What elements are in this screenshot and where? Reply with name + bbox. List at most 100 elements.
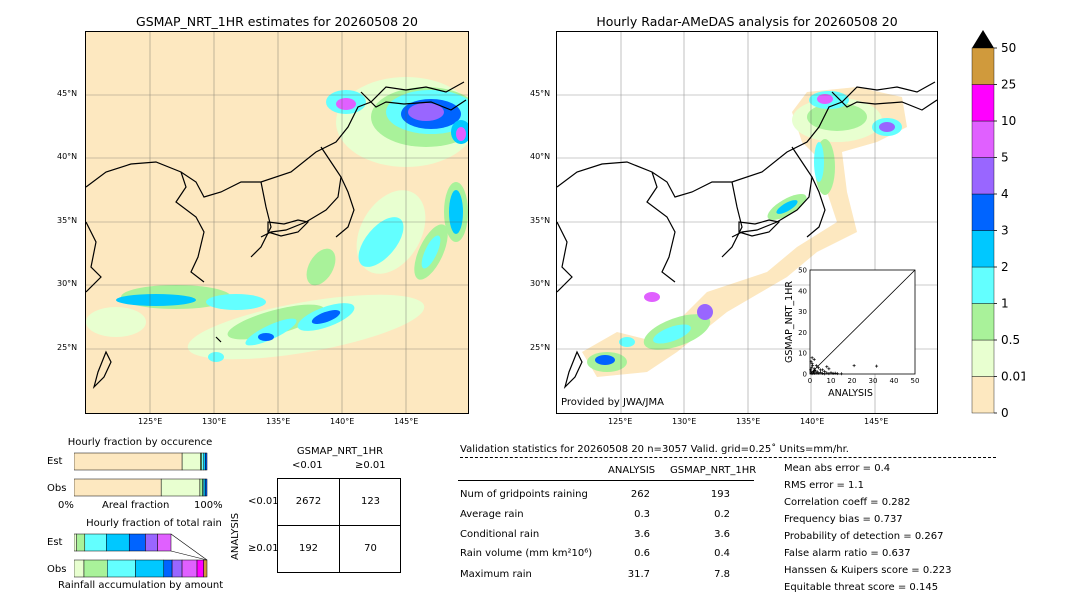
colorbar-tick-label: 4 [1001,187,1009,201]
colorbar-segment [971,376,995,414]
rainamount-connector [170,533,208,561]
scatter-point [825,365,829,369]
scatter-point [835,372,839,376]
scatter-ytick: 40 [798,287,807,295]
scatter-point [814,364,818,368]
score-line: Frequency bias = 0.737 [784,514,903,525]
validation-col-rule [458,480,754,481]
scatter-xtick: 20 [848,377,857,385]
right-lat-label: 45°N [530,89,551,98]
rainamount-row-label: Obs [47,564,67,575]
left-lon-label: 145°E [394,417,419,426]
colorbar-tick-label: 2 [1001,260,1009,274]
scatter-plot: 0 10 20 30 40 50 0 10 20 30 40 50 ANALYSIS GSMAP_NRT_… [785,267,920,400]
rainamount-bar-segment [157,533,172,552]
rainamount-bar-segment [135,559,165,578]
occurrence-xlabel: Areal fraction [102,500,170,511]
rainamount-bar-segment [84,533,107,552]
scatter-point [816,371,820,375]
scatter-point [810,362,814,366]
scatter-ytick: 10 [798,350,807,358]
occurrence-bar-segment [160,478,201,497]
validation-row-gsmap: 7.8 [714,569,730,580]
left-map-panel [85,31,469,414]
validation-divider [460,457,996,458]
colorbar-tick-label: 5 [1001,151,1009,165]
colorbar-tick-label: 10 [1001,114,1016,128]
validation-header: Validation statistics for 20260508 20 n=… [460,444,849,455]
scatter-point [810,366,814,370]
rainamount-bar-segment [107,559,136,578]
contingency-row-header: ≥0.01 [248,543,279,554]
colorbar-segment [971,157,995,195]
colorbar-extend-arrow [972,30,994,48]
scatter-point [810,356,814,360]
colorbar-tick-label: 3 [1001,224,1009,238]
rainamount-row-label: Est [47,537,63,548]
colorbar-segment [971,120,995,158]
left-lon-label: 140°E [330,417,355,426]
right-lat-label: 25°N [530,343,551,352]
colorbar-segment [971,84,995,122]
validation-row-analysis: 0.6 [634,548,650,559]
validation-row-analysis: 262 [630,489,650,500]
rainamount-bar-segment [106,533,130,552]
score-line: Equitable threat score = 0.145 [784,582,939,593]
scatter-point [809,360,813,364]
occurrence-bars [74,452,208,497]
rainamount-bar-segment [83,559,108,578]
scatter-point [852,364,856,368]
scatter-point [812,370,816,374]
rainamount-bar-segment [145,533,158,552]
colorbar-tick-label: 1 [1001,297,1009,311]
scatter-xtick: 40 [890,377,899,385]
occurrence-bar-segment [199,478,203,497]
scatter-xtick: 10 [827,377,836,385]
scatter-point [811,364,815,368]
right-rain-field [582,87,907,377]
occurrence-bar-segment [201,452,204,471]
scatter-point [875,364,879,368]
colorbar-segment [971,47,995,85]
contingency-cell: 192 [298,543,319,554]
left-lat-label: 35°N [57,216,78,225]
scatter-point [833,371,837,375]
colorbar-tick-label: 0.01 [1001,370,1025,384]
scatter-xtick: 30 [869,377,878,385]
contingency-cell: 123 [360,496,381,507]
right-map-canvas [557,32,937,413]
scatter-point [829,371,833,375]
left-lat-label: 45°N [57,89,78,98]
left-rain-field [86,77,468,362]
scatter-ytick: 20 [798,329,807,337]
scatter-ytick: 30 [798,308,807,316]
colorbar-tick-label: 25 [1001,78,1016,92]
occurrence-chart [74,450,210,500]
scatter-ytick: 0 [803,371,807,379]
right-map-title: Hourly Radar-AMeDAS analysis for 2026050… [596,14,898,29]
scatter-point [812,367,816,371]
left-coastline [86,81,467,390]
scatter-point [816,366,820,370]
contingency-row-header: <0.01 [248,496,279,507]
contingency-table: 2672 123 192 70 [277,478,401,573]
rainamount-bar-segment [74,559,85,578]
validation-row-analysis: 0.3 [634,509,650,520]
rainamount-chart-title: Hourly fraction of total rain [86,518,222,529]
scatter-xtick: 50 [911,377,920,385]
colorbar: 0 0.01 0.5 1 2 3 4 5 10 25 50 [965,28,1025,420]
rainamount-xlabel: Rainfall accumulation by amount [58,580,224,591]
right-lat-label: 40°N [530,152,551,161]
scatter-point [827,372,831,376]
rainamount-bar-segment [163,559,173,578]
occurrence-x-min: 0% [58,500,74,511]
right-lat-label: 30°N [530,279,551,288]
occurrence-bar-segment [74,478,162,497]
scatter-inset: 0 10 20 30 40 50 0 10 20 30 40 50 ANALYSIS GSMAP_NRT_… [785,266,925,401]
occurrence-row-label: Obs [47,483,67,494]
colorbar-tick-label: 50 [1001,41,1016,55]
rainamount-bars [74,533,208,578]
right-lon-label: 130°E [672,417,697,426]
right-lon-label: 140°E [800,417,825,426]
scatter-xlabel: ANALYSIS [828,388,873,399]
